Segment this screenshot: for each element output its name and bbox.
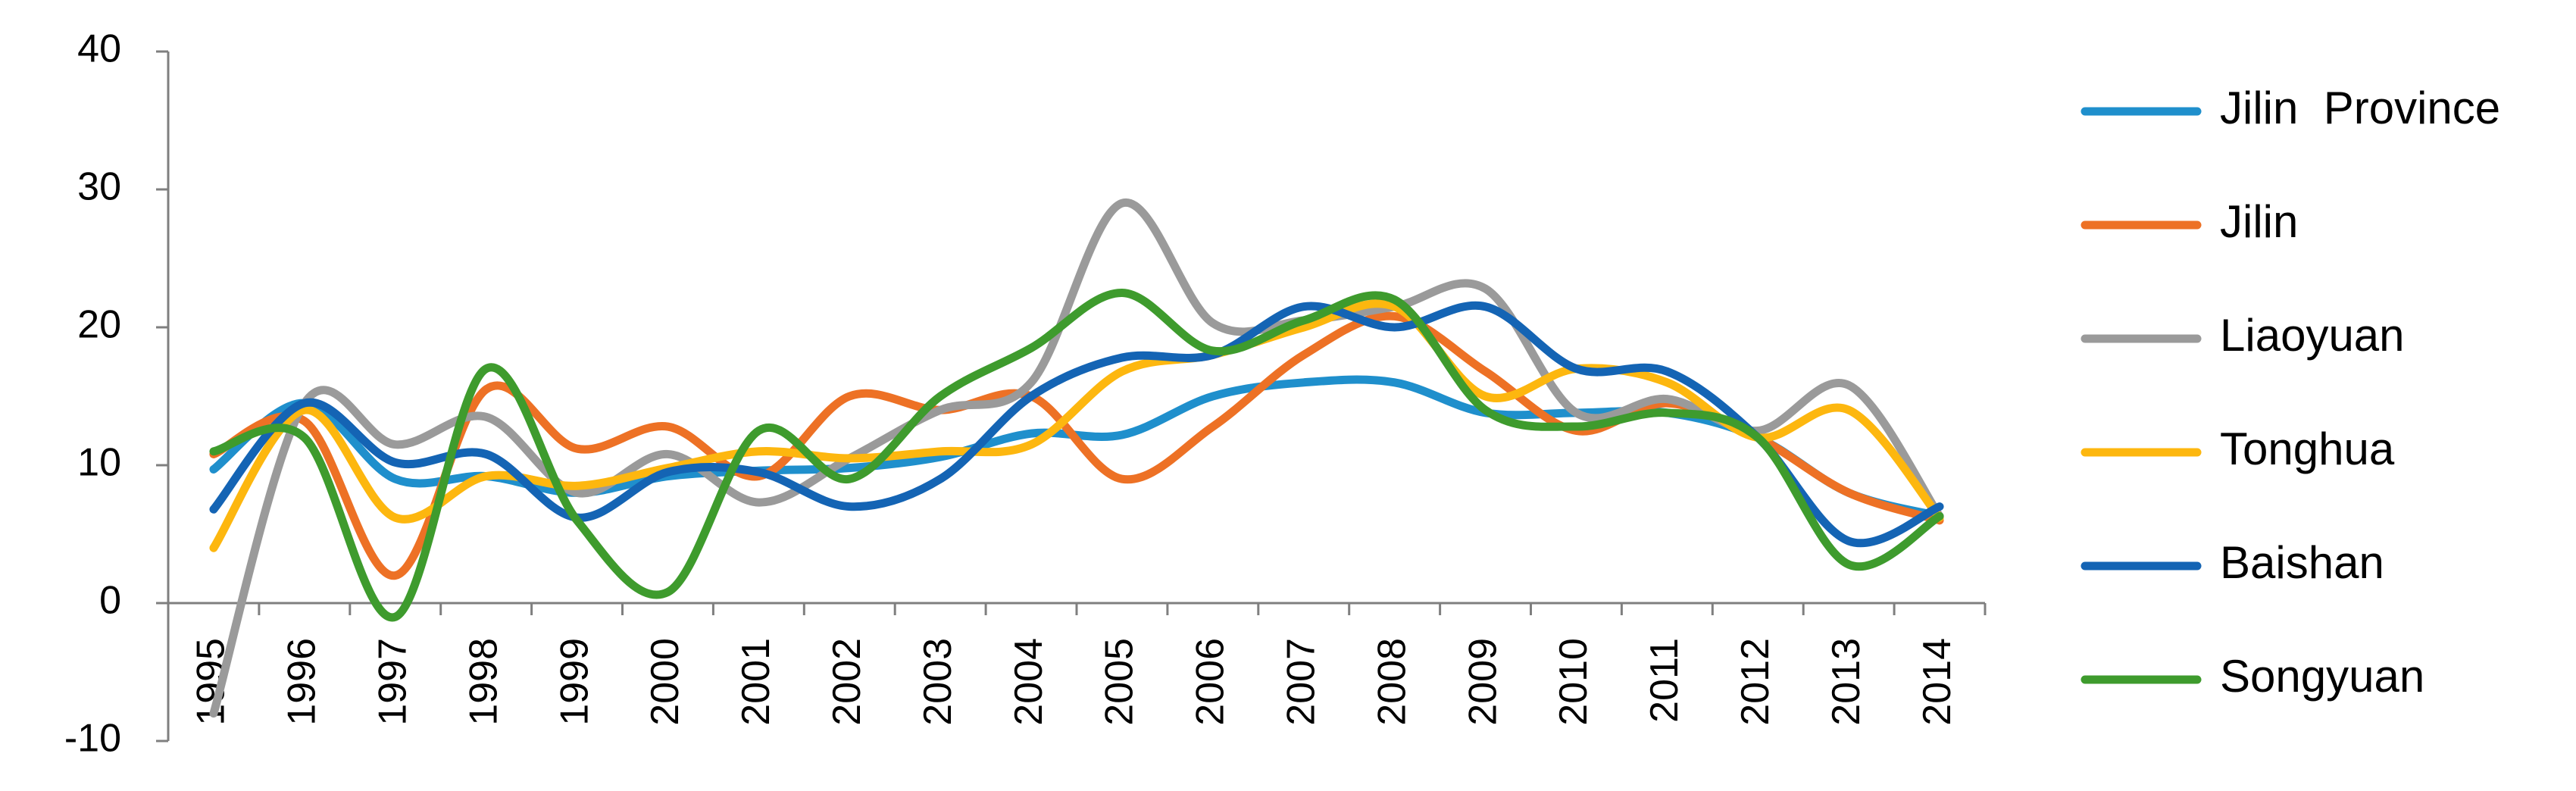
x-tick-label: 2012 xyxy=(1733,638,1777,726)
y-tick-label: 20 xyxy=(77,303,121,347)
x-tick-label: 2005 xyxy=(1098,638,1142,726)
legend-label-baishan: Baishan xyxy=(2220,537,2384,588)
x-tick-label: 1999 xyxy=(552,638,596,726)
series-line-songyuan xyxy=(209,288,1944,622)
y-tick-label: 40 xyxy=(77,27,121,71)
x-tick-label: 2006 xyxy=(1189,638,1233,726)
legend-label-jilin: Jilin xyxy=(2220,196,2298,247)
x-tick-label: 2011 xyxy=(1643,638,1687,723)
y-tick-label: 30 xyxy=(77,165,121,209)
x-tick-label: 2001 xyxy=(734,638,778,726)
legend-label-liaoyuan: Liaoyuan xyxy=(2220,310,2405,361)
legend-label-jilin-province: Jilin Province xyxy=(2220,83,2500,133)
x-tick-label: 2007 xyxy=(1279,638,1323,726)
series-line-jilin xyxy=(209,311,1944,580)
legend-label-songyuan: Songyuan xyxy=(2220,651,2424,702)
x-tick-label: 2004 xyxy=(1007,638,1051,726)
y-tick-label: 10 xyxy=(77,441,121,485)
x-tick-label: 2003 xyxy=(916,638,960,726)
series-line-liaoyuan xyxy=(209,199,1944,718)
series-line-baishan xyxy=(209,301,1944,548)
series-lines xyxy=(209,199,1944,718)
x-tick-label: 2000 xyxy=(643,638,687,726)
x-tick-label: 1996 xyxy=(280,638,324,726)
x-tick-label: 2009 xyxy=(1461,638,1505,726)
x-tick-label: 2014 xyxy=(1915,638,1959,726)
y-tick-label: -10 xyxy=(64,717,121,761)
legend-label-tonghua: Tonghua xyxy=(2220,424,2395,474)
x-tick-label: 2010 xyxy=(1552,638,1596,726)
y-axis: -10 0 10 20 30 40 xyxy=(64,27,170,761)
x-tick-label: 1998 xyxy=(461,638,505,726)
series-line-tonghua xyxy=(209,299,1944,552)
legend: Jilin Province Jilin Liaoyuan Tonghua Baisha… xyxy=(2080,83,2500,702)
x-tick-label: 1997 xyxy=(370,638,414,726)
x-axis: 1995 1996 1997 1998 1999 2000 2001 2002 2003 2004… xyxy=(167,602,1987,726)
x-tick-label: 2002 xyxy=(825,638,869,726)
y-tick-label: 0 xyxy=(99,579,121,623)
x-tick-label: 2013 xyxy=(1824,638,1868,726)
x-tick-label: 2008 xyxy=(1370,638,1414,726)
